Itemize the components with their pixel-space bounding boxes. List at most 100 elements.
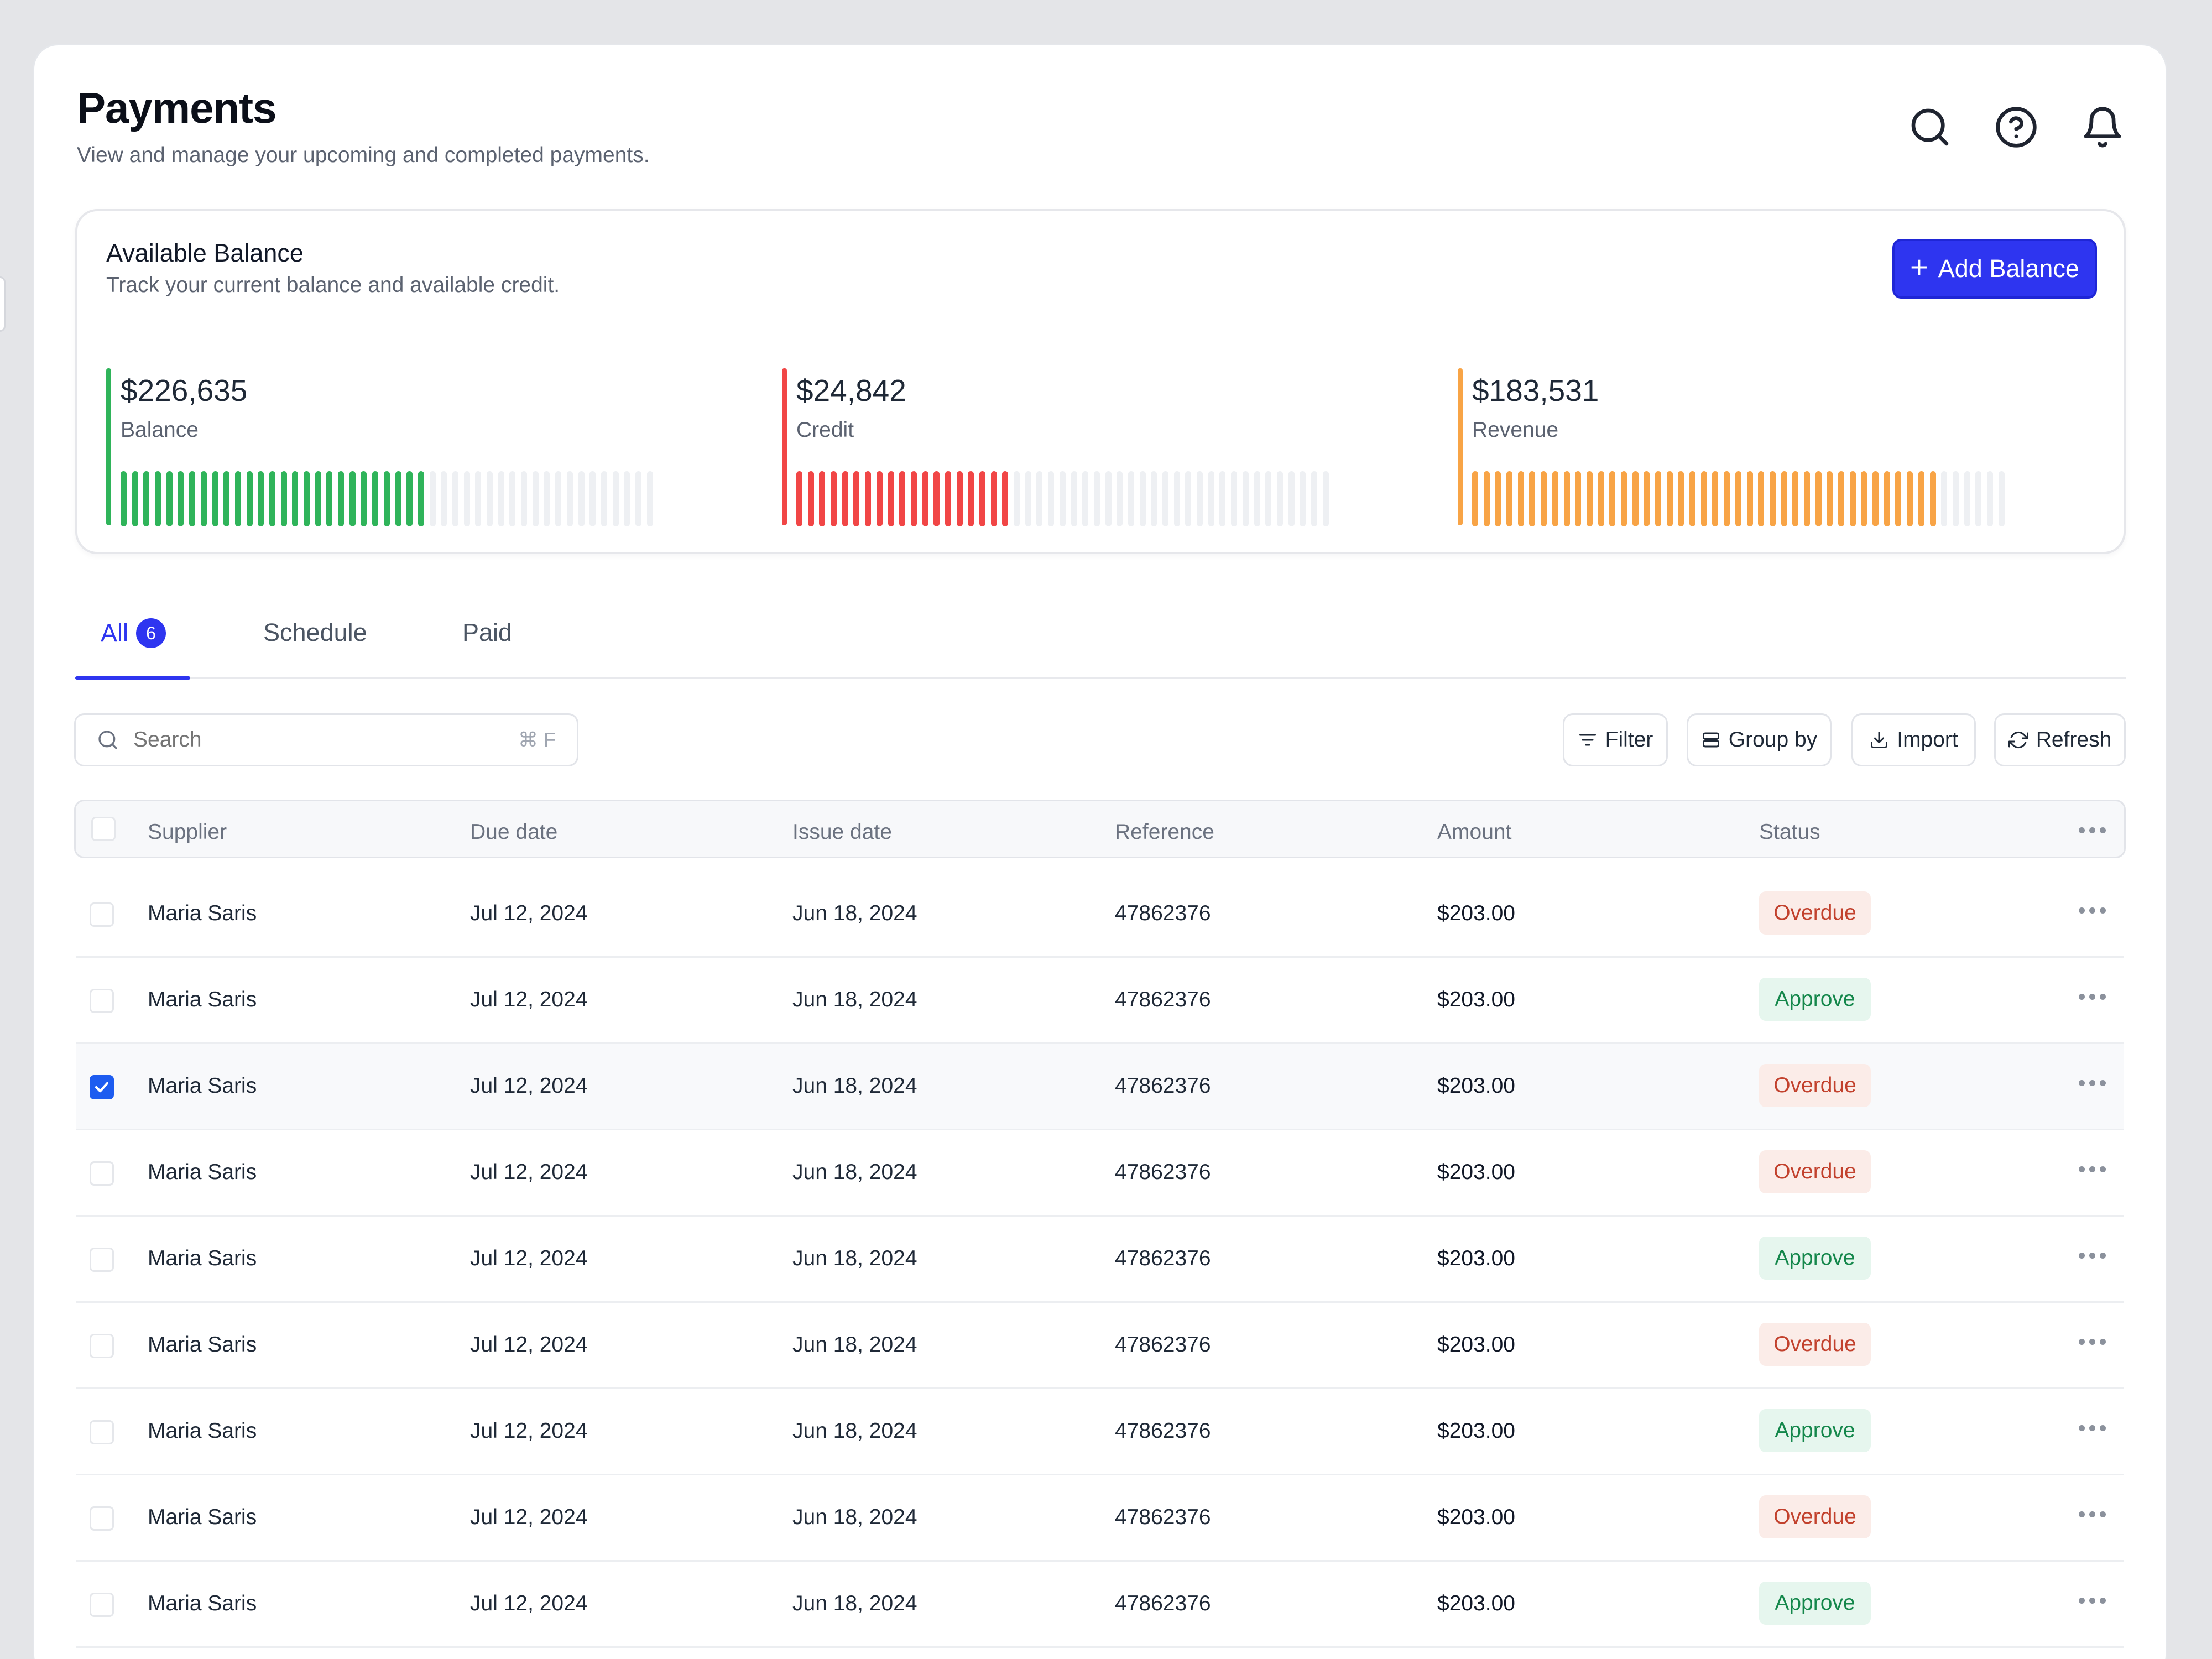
- import-button[interactable]: Import: [1851, 713, 1976, 766]
- row-checkbox[interactable]: [90, 989, 114, 1013]
- bar-filled: [155, 471, 161, 526]
- table-row[interactable]: Maria Saris Jul 12, 2024 Jun 18, 2024 47862…: [76, 1044, 2124, 1130]
- search-input[interactable]: [133, 728, 465, 752]
- table-row[interactable]: Maria Saris Jul 12, 2024 Jun 18, 2024 47862…: [76, 1217, 2124, 1303]
- cell-reference: 47862376: [1115, 901, 1211, 925]
- bar-empty: [1964, 471, 1970, 526]
- bar-empty: [452, 471, 458, 526]
- bar-empty: [1276, 471, 1283, 526]
- refresh-button[interactable]: Refresh: [1994, 713, 2126, 766]
- check-icon: [95, 1082, 109, 1093]
- table-row[interactable]: Maria Saris Jul 12, 2024 Jun 18, 2024 47862…: [76, 958, 2124, 1044]
- bar-filled: [1517, 471, 1524, 526]
- bar-empty: [1941, 471, 1948, 526]
- bar-filled: [269, 471, 275, 526]
- row-more-options-icon[interactable]: [2079, 1336, 2109, 1347]
- row-more-options-icon[interactable]: [2079, 905, 2109, 916]
- table-row[interactable]: Maria Saris Jul 12, 2024 Jun 18, 2024 47862…: [76, 1562, 2124, 1648]
- bar-filled: [1781, 471, 1787, 526]
- bar-empty: [555, 471, 562, 526]
- bar-empty: [1300, 471, 1306, 526]
- bar-empty: [589, 471, 596, 526]
- bar-filled: [326, 471, 333, 526]
- table-row[interactable]: Maria Saris Jul 12, 2024 Jun 18, 2024 47862…: [76, 1303, 2124, 1389]
- column-header-reference[interactable]: Reference: [1115, 820, 1214, 844]
- status-badge: Approve: [1759, 1582, 1871, 1625]
- import-label: Import: [1897, 728, 1958, 752]
- bar-empty: [1151, 471, 1157, 526]
- row-checkbox[interactable]: [90, 1506, 114, 1531]
- bar-filled: [1884, 471, 1890, 526]
- row-more-options-icon[interactable]: [2079, 1422, 2109, 1433]
- bar-filled: [1735, 471, 1741, 526]
- column-header-issue-date[interactable]: Issue date: [792, 820, 892, 844]
- group-by-button[interactable]: Group by: [1687, 713, 1832, 766]
- cell-supplier: Maria Saris: [148, 1074, 257, 1098]
- row-more-options-icon[interactable]: [2079, 1077, 2109, 1088]
- column-header-status[interactable]: Status: [1759, 820, 1820, 844]
- row-checkbox[interactable]: [90, 1420, 114, 1444]
- cell-supplier: Maria Saris: [148, 1592, 257, 1615]
- table-row[interactable]: Maria Saris Jul 12, 2024 Jun 18, 2024 47862…: [76, 1389, 2124, 1475]
- cell-due-date: Jul 12, 2024: [470, 1419, 588, 1443]
- stat-progress-bars: [1472, 471, 2005, 526]
- status-badge: Overdue: [1759, 891, 1871, 935]
- bar-empty: [646, 471, 653, 526]
- select-all-checkbox[interactable]: [91, 817, 116, 841]
- column-header-amount[interactable]: Amount: [1437, 820, 1512, 844]
- cell-issue-date: Jun 18, 2024: [792, 1074, 917, 1098]
- bar-empty: [1975, 471, 1982, 526]
- search-icon[interactable]: [1908, 105, 1952, 149]
- row-checkbox[interactable]: [90, 1334, 114, 1358]
- row-more-options-icon[interactable]: [2079, 1509, 2109, 1520]
- table-row[interactable]: Maria Saris Jul 12, 2024 Jun 18, 2024 47862…: [76, 1130, 2124, 1217]
- column-header-due-date[interactable]: Due date: [470, 820, 558, 844]
- row-more-options-icon[interactable]: [2079, 1595, 2109, 1606]
- add-balance-button[interactable]: + Add Balance: [1892, 239, 2097, 299]
- column-header-supplier[interactable]: Supplier: [148, 820, 227, 844]
- table-row[interactable]: Maria Saris Jul 12, 2024 Jun 18, 2024 47862…: [76, 872, 2124, 958]
- stat-balance: $226,635 Balance: [106, 368, 748, 529]
- tab-all-label: All: [101, 619, 129, 647]
- row-checkbox[interactable]: [90, 1593, 114, 1617]
- bar-empty: [1105, 471, 1112, 526]
- tab-schedule[interactable]: Schedule: [263, 618, 367, 647]
- filter-button[interactable]: Filter: [1563, 713, 1668, 766]
- bar-empty: [1117, 471, 1123, 526]
- cell-issue-date: Jun 18, 2024: [792, 1419, 917, 1443]
- bar-empty: [509, 471, 516, 526]
- stat-amount: $226,635: [121, 373, 248, 408]
- tab-paid[interactable]: Paid: [462, 618, 512, 647]
- bar-filled: [1563, 471, 1570, 526]
- bar-filled: [1002, 471, 1009, 526]
- cell-supplier: Maria Saris: [148, 1333, 257, 1357]
- status-badge: Overdue: [1759, 1150, 1871, 1193]
- row-checkbox[interactable]: [90, 1161, 114, 1186]
- bar-empty: [475, 471, 482, 526]
- bar-empty: [1265, 471, 1272, 526]
- search-box[interactable]: ⌘ F: [74, 713, 578, 766]
- more-options-icon[interactable]: [2079, 825, 2109, 836]
- stat-progress-bars: [121, 471, 653, 526]
- row-more-options-icon[interactable]: [2079, 1250, 2109, 1261]
- bar-filled: [1724, 471, 1730, 526]
- bar-empty: [1173, 471, 1180, 526]
- active-tab-indicator: [75, 676, 190, 680]
- bar-empty: [624, 471, 630, 526]
- help-icon[interactable]: [1994, 105, 2038, 149]
- bar-filled: [1918, 471, 1924, 526]
- row-checkbox[interactable]: [90, 1248, 114, 1272]
- filter-icon: [1579, 734, 1596, 746]
- cell-due-date: Jul 12, 2024: [470, 1333, 588, 1357]
- row-more-options-icon[interactable]: [2079, 991, 2109, 1002]
- row-checkbox[interactable]: [90, 1075, 114, 1099]
- row-more-options-icon[interactable]: [2079, 1164, 2109, 1175]
- bar-filled: [922, 471, 928, 526]
- bar-filled: [1575, 471, 1582, 526]
- status-badge: Approve: [1759, 978, 1871, 1021]
- bell-icon[interactable]: [2080, 105, 2125, 149]
- table-row[interactable]: Maria Saris Jul 12, 2024 Jun 18, 2024 47862…: [76, 1475, 2124, 1562]
- row-checkbox[interactable]: [90, 902, 114, 927]
- bar-filled: [223, 471, 230, 526]
- tab-all[interactable]: All 6: [101, 618, 166, 648]
